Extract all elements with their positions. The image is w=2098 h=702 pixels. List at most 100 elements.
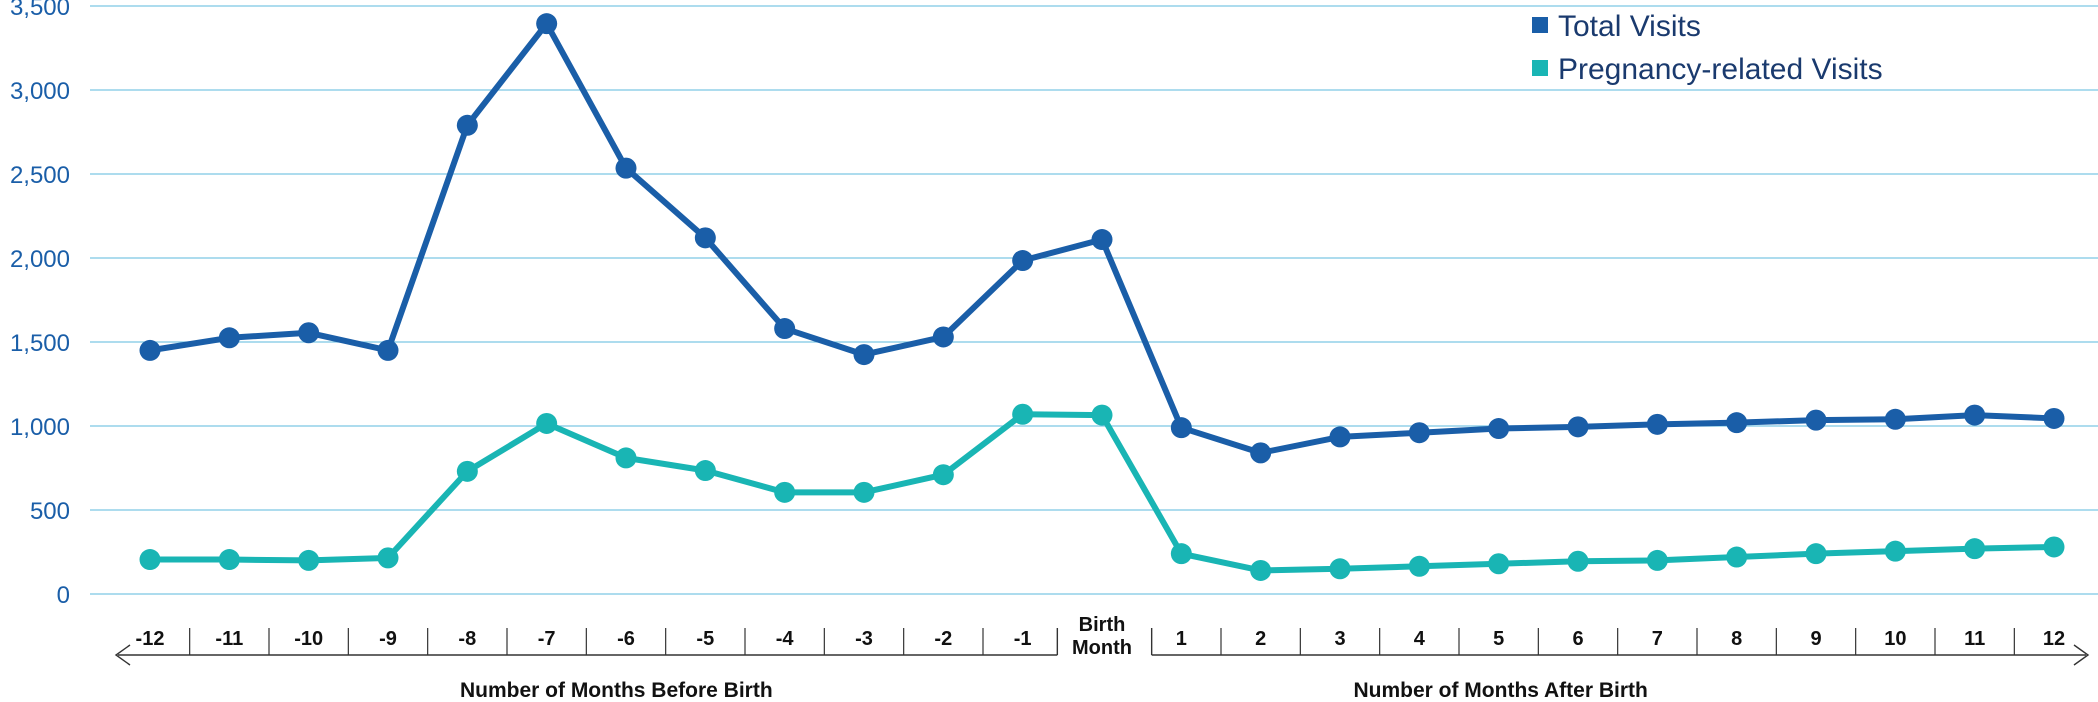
y-tick-label: 3,500 <box>10 0 70 21</box>
legend-label-1: Pregnancy-related Visits <box>1558 53 1883 86</box>
data-point-series-1 <box>1250 559 1272 581</box>
x-tick-label-birth-line1: Birth <box>1079 614 1126 636</box>
data-point-series-1 <box>298 549 320 571</box>
x-tick-label: 7 <box>1652 628 1663 650</box>
data-point-series-0 <box>1329 426 1351 448</box>
series-line-1 <box>147 411 2057 574</box>
data-point-series-1 <box>1488 553 1510 575</box>
data-point-series-0 <box>774 318 796 340</box>
data-point-series-0 <box>853 344 875 366</box>
x-tick-label: 11 <box>1964 628 1985 650</box>
data-point-series-0 <box>1964 404 1986 426</box>
x-tick-label: 8 <box>1731 628 1742 650</box>
data-point-series-0 <box>1488 418 1510 440</box>
x-tick-label: -10 <box>294 628 323 650</box>
data-point-series-1 <box>1329 558 1351 580</box>
x-tick-label: -7 <box>538 628 556 650</box>
data-point-series-0 <box>139 339 161 361</box>
x-tick-label: -3 <box>855 628 873 650</box>
x-tick-label: -11 <box>215 628 243 650</box>
x-tick-label: 12 <box>2043 628 2065 650</box>
data-point-series-0 <box>536 13 558 35</box>
data-point-series-0 <box>1170 417 1192 439</box>
y-tick-label: 2,000 <box>10 246 70 273</box>
data-point-series-1 <box>1567 550 1589 572</box>
data-point-series-1 <box>1012 403 1034 425</box>
data-point-series-0 <box>615 157 637 179</box>
data-point-series-1 <box>139 549 161 571</box>
x-tick-label: 5 <box>1493 628 1504 650</box>
legend: Total Visits Pregnancy-related Visits <box>1532 10 1883 86</box>
data-point-series-1 <box>456 460 478 482</box>
x-tick-label: 6 <box>1572 628 1583 650</box>
data-point-series-0 <box>2043 407 2065 429</box>
x-tick-label: -8 <box>458 628 476 650</box>
data-point-series-1 <box>1091 404 1113 426</box>
x-tick-label: -9 <box>379 628 397 650</box>
left-arrow-icon <box>114 644 131 666</box>
y-tick-label: 500 <box>30 498 70 525</box>
x-tick-label: -4 <box>776 628 795 650</box>
data-point-series-0 <box>1726 412 1748 434</box>
data-point-series-0 <box>1646 413 1668 435</box>
legend-swatch-0 <box>1532 17 1548 33</box>
data-point-series-0 <box>1012 250 1034 272</box>
data-point-series-0 <box>218 327 240 349</box>
x-tick-label-birth-line2: Month <box>1072 637 1132 659</box>
x-tick-label: -5 <box>696 628 714 650</box>
data-point-series-1 <box>1408 555 1430 577</box>
x-tick-label: -2 <box>934 628 952 650</box>
right-arrow-icon <box>2073 644 2090 666</box>
x-tick-label: 1 <box>1176 628 1187 650</box>
data-point-series-1 <box>1964 538 1986 560</box>
data-point-series-0 <box>1091 229 1113 251</box>
y-tick-label: 1,500 <box>10 330 70 357</box>
x-axis-title-before: Number of Months Before Birth <box>460 679 773 702</box>
grid-layer <box>90 5 2098 595</box>
y-tick-label: 0 <box>57 582 70 609</box>
x-tick-label: 9 <box>1810 628 1821 650</box>
data-point-series-1 <box>1805 543 1827 565</box>
data-point-series-1 <box>615 447 637 469</box>
y-tick-label: 3,000 <box>10 78 70 105</box>
data-point-series-0 <box>1250 442 1272 464</box>
legend-label-0: Total Visits <box>1558 10 1701 43</box>
x-tick-label: 2 <box>1255 628 1266 650</box>
data-point-series-0 <box>1805 409 1827 431</box>
data-point-series-0 <box>456 114 478 136</box>
y-tick-label: 2,500 <box>10 162 70 189</box>
data-point-series-1 <box>694 460 716 482</box>
data-point-series-1 <box>536 412 558 434</box>
data-point-series-0 <box>932 326 954 348</box>
legend-swatch-1 <box>1532 60 1548 76</box>
x-tick-label: -6 <box>617 628 635 650</box>
y-axis-ticks: 0 500 1,000 1,500 2,000 2,500 3,000 3,500 <box>10 0 70 609</box>
y-tick-label: 1,000 <box>10 414 70 441</box>
x-tick-label: -1 <box>1014 628 1032 650</box>
data-point-series-0 <box>1408 422 1430 444</box>
x-axis: -12 -11 -10 -9 -8 -7 -6 -5 -4 -3 -2 -1 1 2 3 4 5 6 7 8 9 10 11… <box>114 614 2090 702</box>
data-point-series-0 <box>694 227 716 249</box>
data-point-series-0 <box>298 322 320 344</box>
x-tick-label: 4 <box>1414 628 1426 650</box>
series-layer <box>139 13 2065 581</box>
data-point-series-1 <box>1170 543 1192 565</box>
data-point-series-0 <box>377 339 399 361</box>
x-tick-label: 3 <box>1334 628 1345 650</box>
data-point-series-1 <box>932 464 954 486</box>
data-point-series-0 <box>1884 408 1906 430</box>
data-point-series-1 <box>1884 540 1906 562</box>
x-tick-label: 10 <box>1884 628 1906 650</box>
x-axis-title-after: Number of Months After Birth <box>1353 679 1647 702</box>
x-tick-label: -12 <box>136 628 165 650</box>
data-point-series-1 <box>1726 546 1748 568</box>
data-point-series-1 <box>377 547 399 569</box>
data-point-series-1 <box>853 481 875 503</box>
data-point-series-1 <box>1646 549 1668 571</box>
data-point-series-1 <box>218 549 240 571</box>
data-point-series-1 <box>2043 536 2065 558</box>
data-point-series-0 <box>1567 416 1589 438</box>
data-point-series-1 <box>774 481 796 503</box>
